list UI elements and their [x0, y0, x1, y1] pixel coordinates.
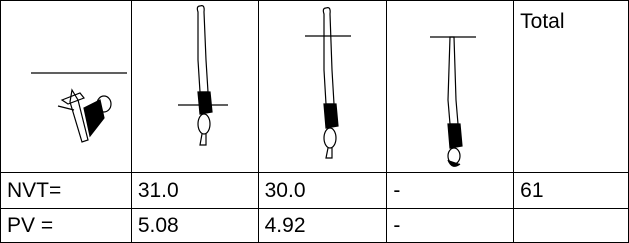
cell: -	[387, 209, 514, 243]
cell	[258, 1, 387, 173]
header-row: Total	[1, 1, 629, 173]
cell	[1, 1, 132, 173]
cell	[131, 1, 258, 173]
row: NVT= 31.0 30.0 - 61	[1, 173, 629, 209]
cell: NVT=	[1, 173, 132, 209]
cell: 5.08	[131, 209, 258, 243]
score-table: Total NVT= 31.0 30.0 - 61 PV = 5.08 4.92…	[0, 0, 629, 243]
cell: 30.0	[258, 173, 387, 209]
page: Total NVT= 31.0 30.0 - 61 PV = 5.08 4.92…	[0, 0, 629, 242]
cell: 61	[514, 173, 629, 209]
cell: -	[387, 173, 514, 209]
cell	[387, 1, 514, 173]
row: PV = 5.08 4.92 -	[1, 209, 629, 243]
header-cell: Total	[514, 1, 629, 173]
cell: PV =	[1, 209, 132, 243]
cell: 31.0	[131, 173, 258, 209]
cell: 4.92	[258, 209, 387, 243]
cell	[514, 209, 629, 243]
